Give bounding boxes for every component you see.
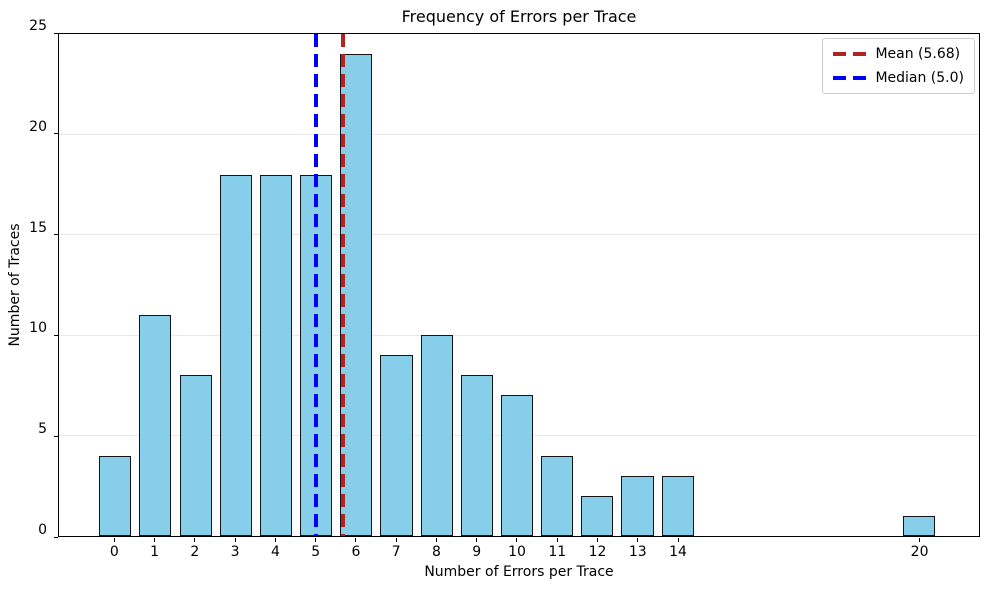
bar-x6 bbox=[340, 54, 373, 536]
reference-lines-layer bbox=[59, 34, 979, 536]
x-tick-mark-0 bbox=[113, 538, 115, 542]
x-axis-label: Number of Errors per Trace bbox=[424, 564, 614, 580]
x-tick-label-4: 4 bbox=[270, 544, 280, 560]
y-tick-label-25: 25 bbox=[29, 18, 47, 34]
y-tick-label-5: 5 bbox=[38, 421, 47, 438]
gridline-y-20 bbox=[59, 133, 979, 135]
x-tick-label-0: 0 bbox=[109, 544, 119, 560]
x-tick-mark-5 bbox=[315, 538, 317, 542]
y-tick-label-15: 15 bbox=[29, 219, 47, 236]
plot-area: Mean (5.68) Median (5.0) bbox=[58, 33, 980, 537]
x-tick-label-9: 9 bbox=[472, 544, 482, 560]
legend: Mean (5.68) Median (5.0) bbox=[822, 38, 975, 94]
bar-x8 bbox=[420, 335, 453, 536]
legend-item-mean: Mean (5.68) bbox=[833, 46, 964, 62]
bar-x1 bbox=[139, 315, 172, 536]
mean-dashed-line-sample bbox=[833, 52, 867, 56]
x-tick-mark-11 bbox=[556, 538, 558, 542]
median-reference-line bbox=[314, 34, 319, 536]
bar-x4 bbox=[259, 174, 292, 536]
x-tick-label-20: 20 bbox=[910, 544, 929, 560]
median-dashed-line-sample bbox=[833, 76, 867, 80]
y-tick-mark-15 bbox=[54, 234, 58, 236]
y-tick-label-10: 10 bbox=[29, 320, 47, 337]
x-tick-mark-1 bbox=[154, 538, 156, 542]
y-tick-mark-0 bbox=[54, 536, 58, 538]
bar-x10 bbox=[500, 395, 534, 536]
y-tick-label-0: 0 bbox=[38, 522, 47, 538]
x-tick-mark-7 bbox=[395, 538, 397, 542]
x-tick-mark-9 bbox=[476, 538, 478, 542]
bar-x7 bbox=[380, 355, 413, 536]
x-tick-label-11: 11 bbox=[548, 544, 567, 560]
x-axis-ticks: 0 1 2 3 4 5 6 7 8 9 10 11 12 13 14 20 bbox=[58, 538, 980, 564]
y-axis-ticks: 0 5 10 15 20 25 bbox=[0, 18, 58, 538]
legend-label-median: Median (5.0) bbox=[875, 70, 964, 86]
y-tick-mark-25 bbox=[54, 32, 58, 34]
bar-x20 bbox=[902, 515, 935, 536]
x-tick-mark-14 bbox=[677, 538, 679, 542]
chart-title: Frequency of Errors per Trace bbox=[401, 7, 637, 26]
x-tick-mark-2 bbox=[194, 538, 196, 542]
x-tick-label-10: 10 bbox=[508, 544, 526, 560]
bar-x0 bbox=[99, 455, 132, 536]
x-tick-mark-13 bbox=[637, 538, 639, 542]
bar-x2 bbox=[179, 375, 212, 536]
x-tick-label-7: 7 bbox=[391, 544, 401, 560]
x-tick-label-3: 3 bbox=[230, 544, 240, 560]
x-tick-mark-4 bbox=[274, 538, 276, 542]
bar-x12 bbox=[581, 495, 614, 536]
x-tick-mark-20 bbox=[919, 538, 921, 542]
x-tick-label-5: 5 bbox=[311, 544, 321, 560]
x-tick-mark-6 bbox=[355, 538, 357, 542]
y-tick-mark-5 bbox=[54, 435, 58, 437]
legend-item-median: Median (5.0) bbox=[833, 70, 964, 86]
bar-x9 bbox=[460, 375, 493, 536]
bar-x11 bbox=[541, 455, 574, 536]
x-tick-mark-10 bbox=[516, 538, 518, 542]
x-tick-label-8: 8 bbox=[431, 544, 441, 560]
y-tick-label-20: 20 bbox=[29, 118, 47, 135]
x-tick-label-2: 2 bbox=[190, 544, 200, 560]
x-tick-label-14: 14 bbox=[669, 544, 687, 560]
bar-x3 bbox=[219, 174, 252, 536]
x-tick-label-12: 12 bbox=[588, 544, 607, 560]
bar-x13 bbox=[621, 475, 654, 536]
legend-label-mean: Mean (5.68) bbox=[875, 46, 961, 62]
x-tick-mark-12 bbox=[597, 538, 598, 542]
mean-reference-line bbox=[341, 34, 346, 536]
x-tick-label-6: 6 bbox=[351, 544, 361, 560]
x-tick-label-1: 1 bbox=[150, 544, 160, 560]
y-tick-mark-10 bbox=[54, 334, 58, 336]
y-tick-mark-20 bbox=[54, 133, 58, 135]
gridline-y-10 bbox=[59, 334, 979, 336]
bar-x14 bbox=[661, 475, 694, 536]
x-tick-mark-8 bbox=[435, 538, 437, 542]
gridline-y-15 bbox=[59, 234, 979, 236]
x-tick-mark-3 bbox=[234, 538, 236, 542]
x-tick-label-13: 13 bbox=[628, 544, 647, 560]
